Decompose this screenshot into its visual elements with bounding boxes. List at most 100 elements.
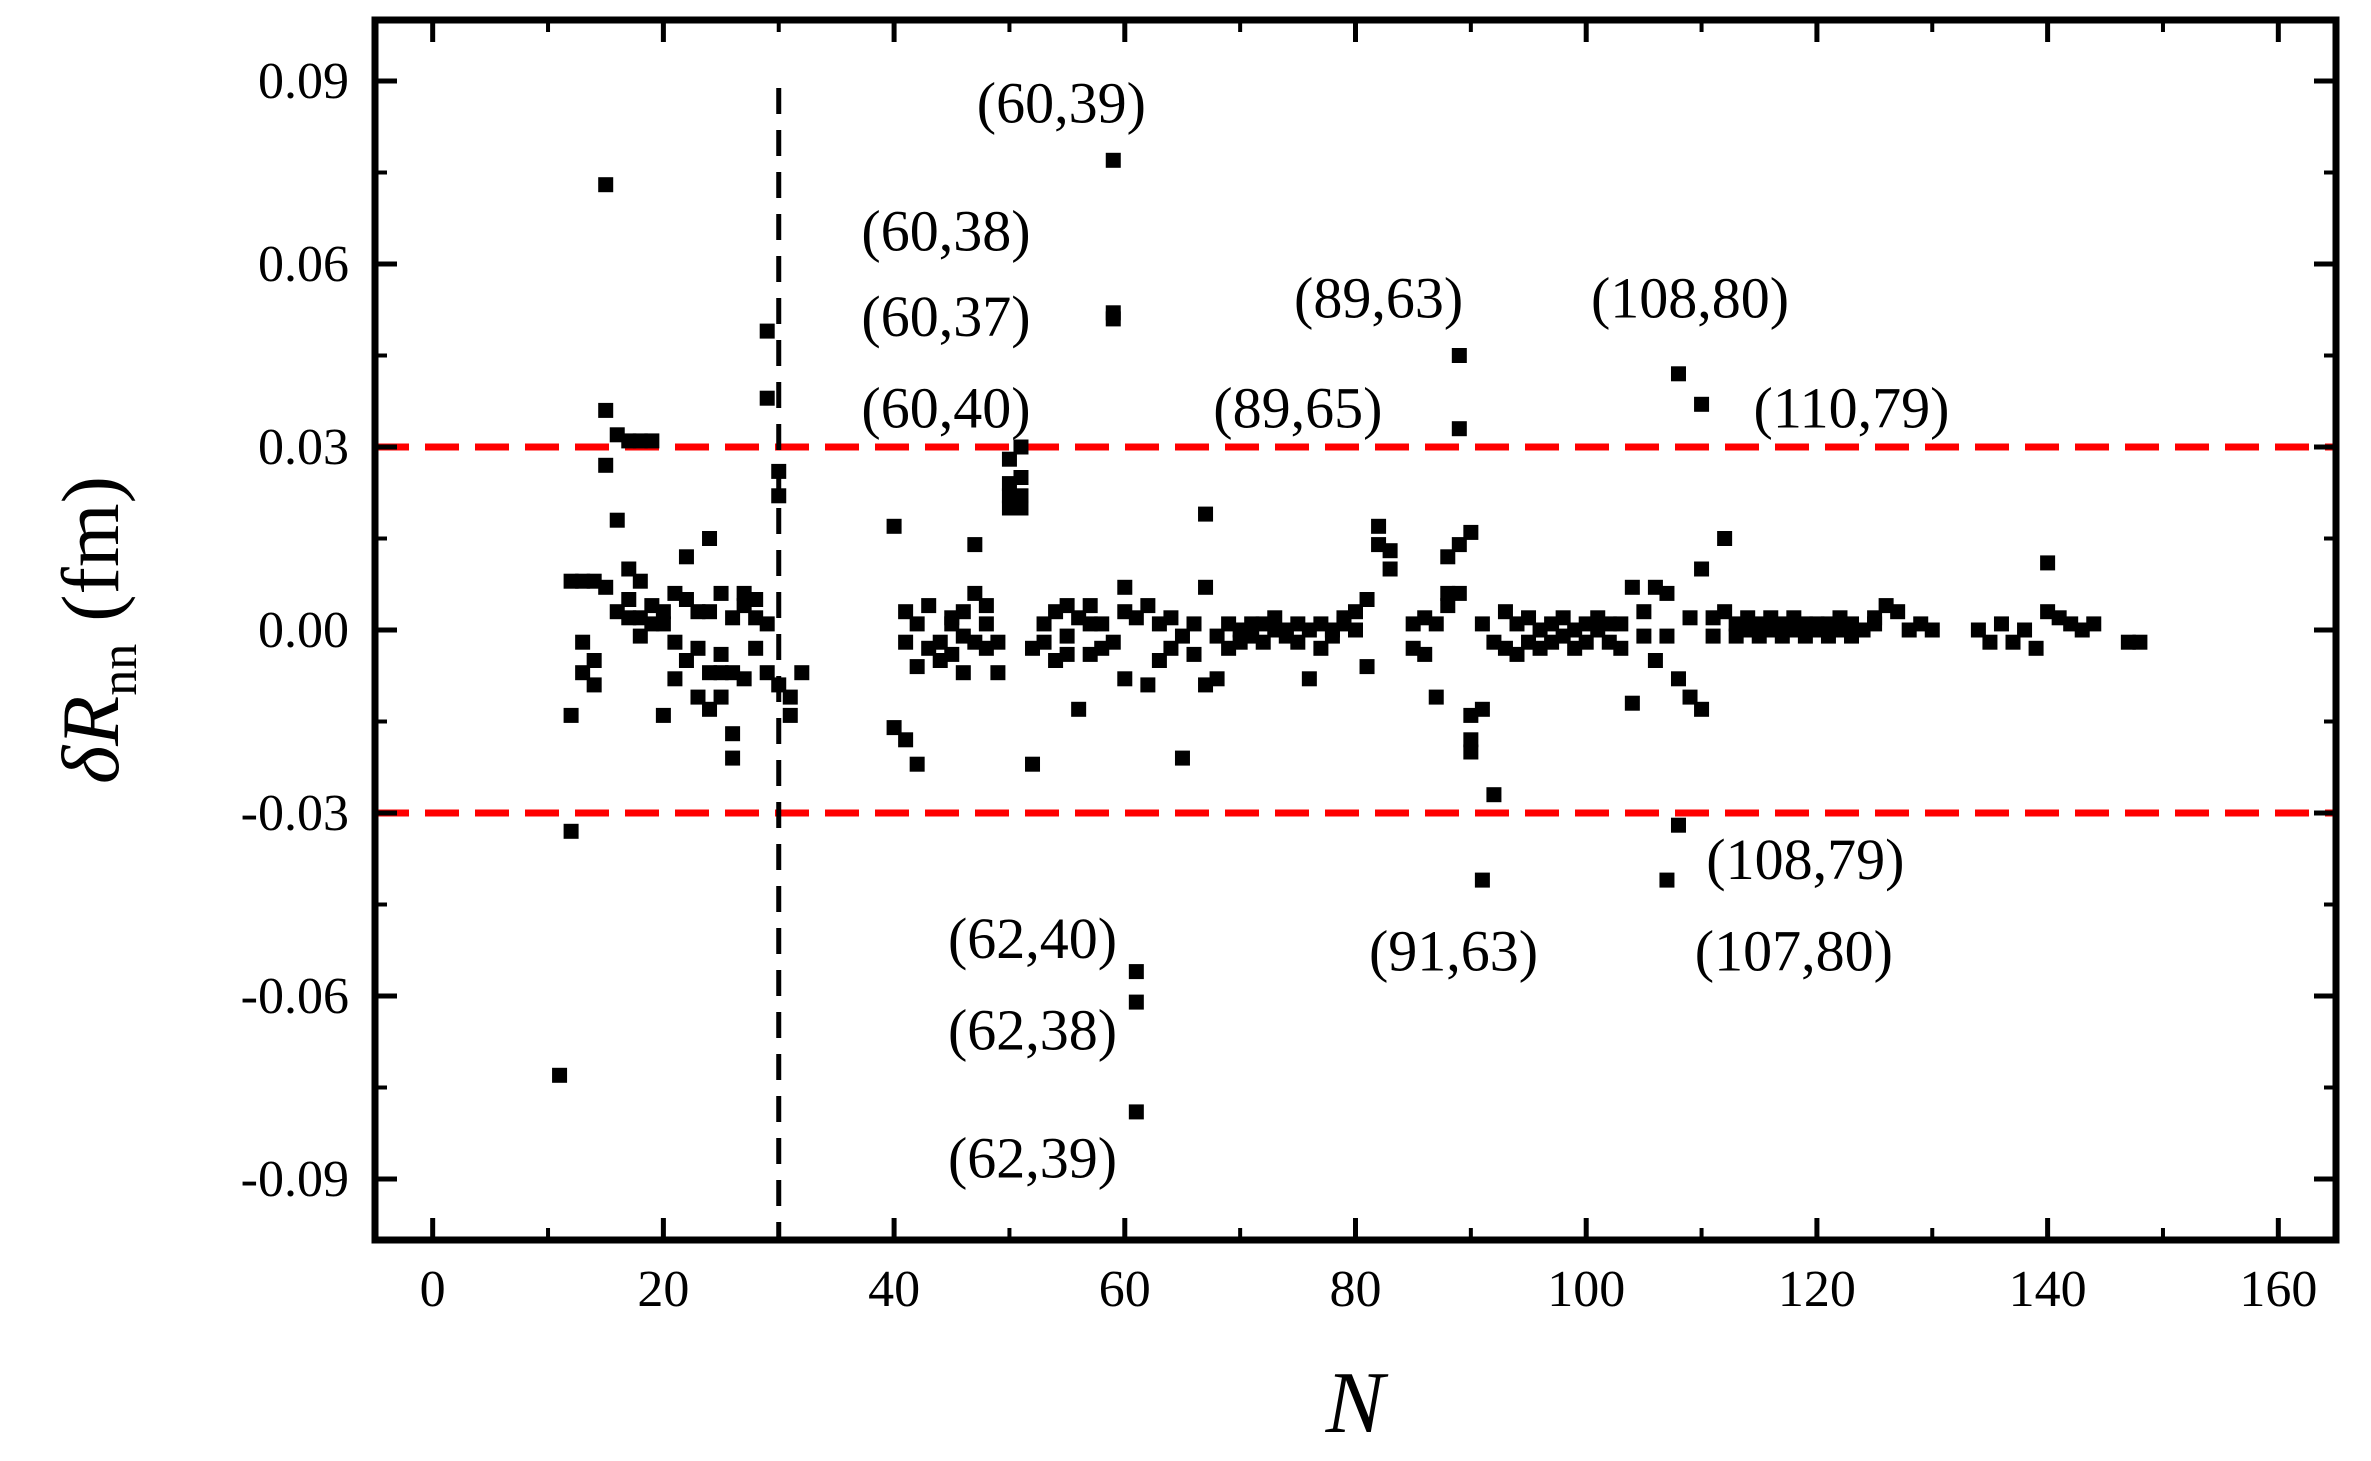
- point-annotation: (60,37): [861, 284, 1030, 349]
- data-point: [1867, 616, 1883, 632]
- data-point: [586, 573, 602, 589]
- data-point: [1440, 549, 1456, 565]
- y-axis-ticks: 0.09 0.06 0.03 0.00 -0.03 -0.06 -0.09: [241, 53, 2336, 1208]
- data-point: [655, 707, 671, 723]
- data-point: [1717, 604, 1733, 620]
- data-point: [2132, 634, 2148, 650]
- data-point: [1751, 616, 1767, 632]
- data-point: [1001, 500, 1017, 516]
- point-annotation: (107,80): [1695, 918, 1893, 983]
- data-point: [1820, 628, 1836, 644]
- x-tick-label: 40: [868, 1261, 920, 1318]
- data-point: [1244, 628, 1260, 644]
- x-axis-ticks: 0 20 40 60 80 100 120 140 160: [420, 20, 2317, 1318]
- data-point: [955, 628, 971, 644]
- data-point: [1624, 695, 1640, 711]
- data-point: [1578, 616, 1594, 632]
- data-point: [1001, 488, 1017, 504]
- x-tick-label: 100: [1547, 1261, 1625, 1318]
- data-point: [702, 604, 718, 620]
- data-point: [1682, 610, 1698, 626]
- data-point: [736, 671, 752, 687]
- data-point: [1878, 598, 1894, 614]
- data-point: [1809, 622, 1825, 638]
- data-point: [1428, 689, 1444, 705]
- data-point: [1544, 634, 1560, 650]
- data-point: [1163, 610, 1179, 626]
- data-point: [1059, 646, 1075, 662]
- data-point: [1001, 476, 1017, 492]
- data-point: [621, 610, 637, 626]
- data-point: [1082, 598, 1098, 614]
- point-annotation: (89,63): [1294, 266, 1463, 331]
- reference-lines: [375, 88, 2336, 1240]
- data-point: [621, 561, 637, 577]
- y-tick-label: -0.06: [241, 968, 349, 1025]
- data-point: [1209, 671, 1225, 687]
- point-annotation: (91,63): [1369, 918, 1538, 983]
- x-tick-label: 60: [1099, 1261, 1151, 1318]
- data-point: [1417, 610, 1433, 626]
- data-point: [713, 665, 729, 681]
- data-point: [1059, 628, 1075, 644]
- data-point: [967, 634, 983, 650]
- data-point: [1474, 616, 1490, 632]
- data-point: [1786, 622, 1802, 638]
- data-point: [598, 177, 614, 193]
- data-point: [1774, 628, 1790, 644]
- data-point: [1670, 671, 1686, 687]
- point-annotation: (62,38): [948, 998, 1117, 1063]
- data-point: [1013, 500, 1029, 516]
- data-point: [1440, 598, 1456, 614]
- data-point: [632, 610, 648, 626]
- data-point: [655, 616, 671, 632]
- data-point: [1198, 677, 1214, 693]
- x-tick-label: 0: [420, 1261, 446, 1318]
- data-point: [944, 616, 960, 632]
- point-annotation: (60,40): [861, 375, 1030, 440]
- data-point: [1474, 701, 1490, 717]
- data-point: [725, 726, 741, 742]
- x-axis-title: N: [1325, 1355, 1389, 1452]
- data-point: [1048, 653, 1064, 668]
- data-point: [1670, 366, 1686, 382]
- data-point: [609, 512, 625, 528]
- data-point: [621, 433, 637, 449]
- data-point: [1324, 628, 1340, 644]
- data-point: [725, 750, 741, 766]
- data-point: [1774, 616, 1790, 632]
- data-point: [1417, 646, 1433, 662]
- data-point: [563, 823, 579, 839]
- data-point: [2086, 616, 2102, 632]
- data-point: [978, 640, 994, 656]
- data-point: [1013, 439, 1029, 455]
- data-point: [955, 665, 971, 681]
- data-point: [2017, 622, 2033, 638]
- data-point: [678, 653, 694, 668]
- data-point: [632, 628, 648, 644]
- data-point: [702, 531, 718, 546]
- data-point: [1601, 634, 1617, 650]
- data-point: [1636, 604, 1652, 620]
- data-point: [678, 592, 694, 607]
- data-point: [909, 756, 925, 772]
- data-point: [1694, 701, 1710, 717]
- data-point: [1117, 579, 1133, 595]
- data-point: [1797, 628, 1813, 644]
- data-point: [725, 665, 741, 681]
- data-point: [598, 457, 614, 473]
- data-point: [1371, 518, 1387, 534]
- data-point: [1844, 628, 1860, 644]
- x-tick-label: 140: [2009, 1261, 2087, 1318]
- y-axis-title-unit: (fm): [45, 476, 136, 622]
- data-point: [1924, 622, 1940, 638]
- data-point: [1094, 616, 1110, 632]
- data-point: [782, 689, 798, 705]
- data-point: [1348, 622, 1363, 638]
- data-point: [932, 634, 948, 650]
- data-point: [1578, 634, 1594, 650]
- data-point: [990, 634, 1006, 650]
- data-point: [1451, 348, 1467, 363]
- data-point: [1301, 622, 1317, 638]
- data-point: [1348, 604, 1363, 620]
